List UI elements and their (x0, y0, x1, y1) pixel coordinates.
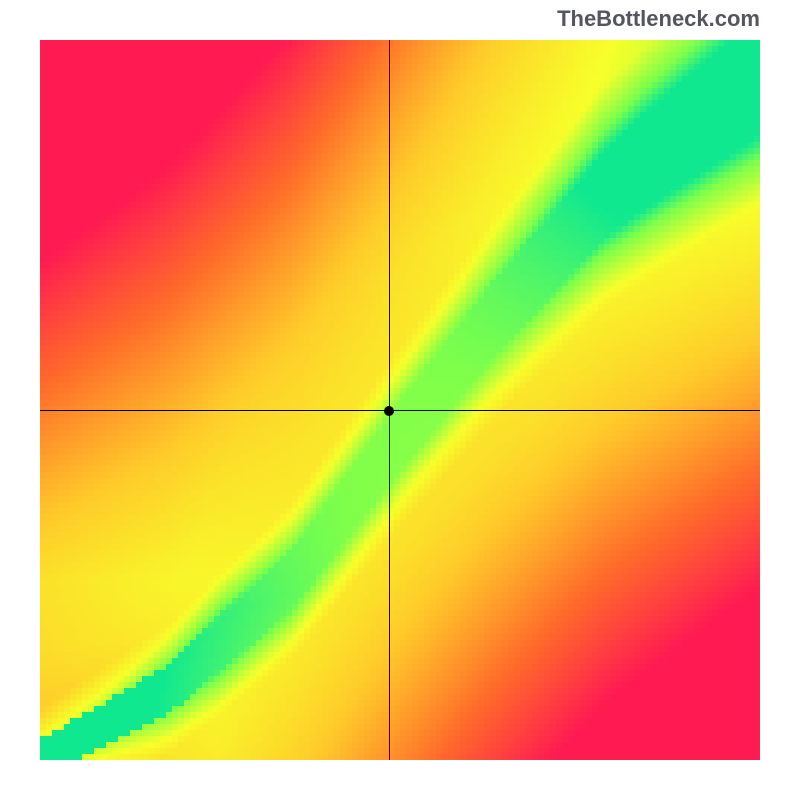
crosshair-vertical (389, 40, 390, 760)
crosshair-horizontal (40, 410, 760, 411)
heatmap-canvas (40, 40, 760, 760)
crosshair-marker (384, 406, 394, 416)
figure-root: TheBottleneck.com (0, 0, 800, 800)
watermark-text: TheBottleneck.com (557, 6, 760, 32)
plot-area (40, 40, 760, 760)
